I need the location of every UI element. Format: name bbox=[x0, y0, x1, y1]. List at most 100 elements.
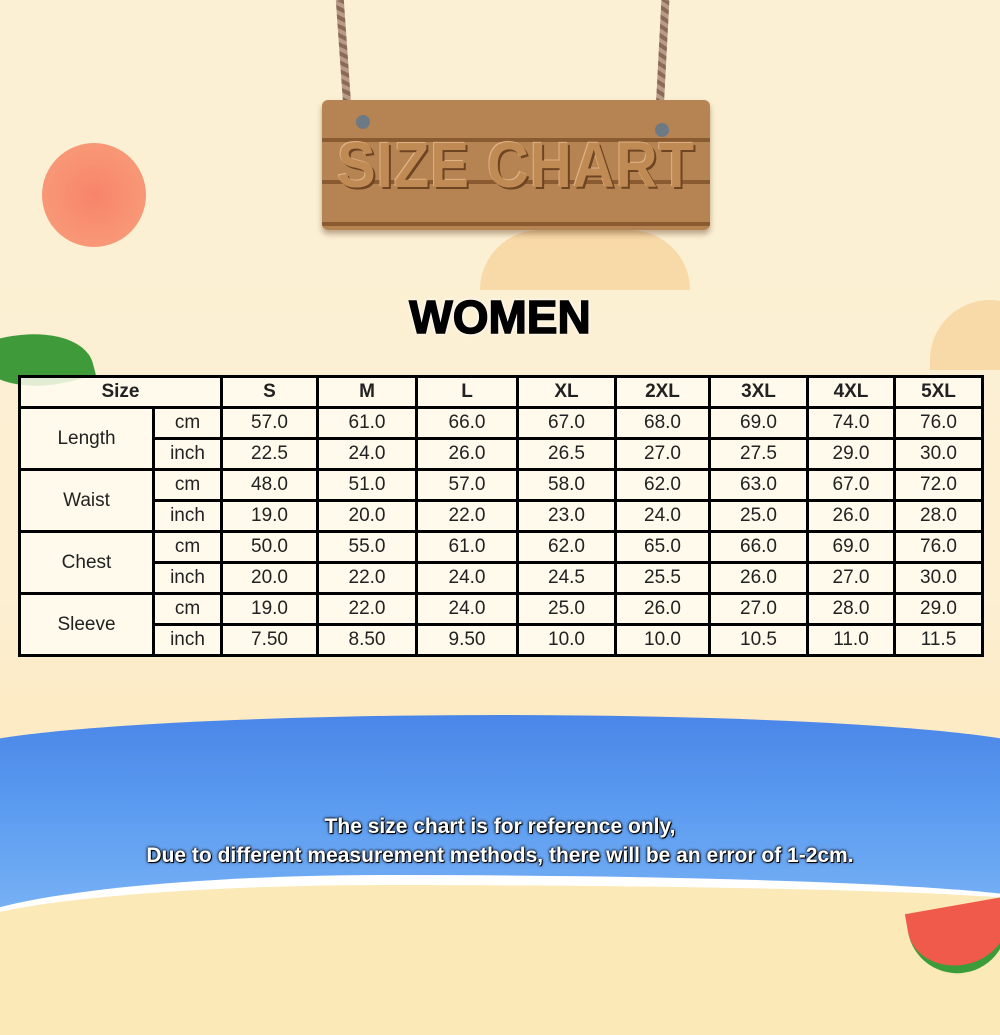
table-cell: 22.0 bbox=[316, 561, 418, 595]
size-table: Size S M L XL 2XL 3XL 4XL 5XL Length cm 57.0 61.0 66.… bbox=[18, 375, 984, 657]
size-column-header: L bbox=[415, 375, 519, 409]
table-cell: 27.0 bbox=[708, 592, 809, 626]
beach-decoration bbox=[0, 875, 1000, 1035]
table-cell: 27.0 bbox=[614, 437, 711, 471]
table-cell: 10.5 bbox=[708, 623, 809, 657]
table-cell: 61.0 bbox=[415, 530, 519, 564]
table-row: inch 19.0 20.0 22.0 23.0 24.0 25.0 26.0 28.0 bbox=[20, 499, 984, 533]
nail-icon bbox=[356, 115, 370, 129]
header-row: Size S M L XL 2XL 3XL 4XL 5XL bbox=[18, 375, 984, 409]
size-chart-sign: SIZE CHART bbox=[322, 100, 710, 230]
disclaimer-note: The size chart is for reference only, Du… bbox=[0, 812, 1000, 870]
size-column-header: 4XL bbox=[806, 375, 896, 409]
table-cell: 28.0 bbox=[893, 499, 984, 533]
size-column-header: S bbox=[220, 375, 319, 409]
unit-label: inch bbox=[152, 437, 223, 471]
size-column-header: 3XL bbox=[708, 375, 809, 409]
table-cell: 26.0 bbox=[708, 561, 809, 595]
nail-icon bbox=[655, 123, 669, 137]
table-cell: 68.0 bbox=[614, 406, 711, 440]
table-row: inch 20.0 22.0 24.0 24.5 25.5 26.0 27.0 30.0 bbox=[20, 561, 984, 595]
table-cell: 72.0 bbox=[893, 468, 984, 502]
table-cell: 51.0 bbox=[316, 468, 418, 502]
table-cell: 61.0 bbox=[316, 406, 418, 440]
table-cell: 11.0 bbox=[806, 623, 896, 657]
table-cell: 11.5 bbox=[893, 623, 984, 657]
table-cell: 29.0 bbox=[806, 437, 896, 471]
table-cell: 48.0 bbox=[220, 468, 319, 502]
measurement-label: Length bbox=[18, 406, 155, 471]
table-row: inch 22.5 24.0 26.0 26.5 27.0 27.5 29.0 30.0 bbox=[20, 437, 984, 471]
table-cell: 57.0 bbox=[220, 406, 319, 440]
table-cell: 67.0 bbox=[516, 406, 617, 440]
table-cell: 57.0 bbox=[415, 468, 519, 502]
table-row: Chest cm 50.0 55.0 61.0 62.0 65.0 66.0 69.0 76.0 bbox=[18, 530, 984, 595]
table-cell: 7.50 bbox=[220, 623, 319, 657]
table-cell: 28.0 bbox=[806, 592, 896, 626]
table-cell: 10.0 bbox=[516, 623, 617, 657]
unit-label: inch bbox=[152, 499, 223, 533]
table-cell: 76.0 bbox=[893, 530, 984, 564]
table-row: Sleeve cm 19.0 22.0 24.0 25.0 26.0 27.0 28.0 29.0 bbox=[18, 592, 984, 657]
table-cell: 26.0 bbox=[415, 437, 519, 471]
table-cell: 26.5 bbox=[516, 437, 617, 471]
table-cell: 63.0 bbox=[708, 468, 809, 502]
size-column-header: 2XL bbox=[614, 375, 711, 409]
table-cell: 19.0 bbox=[220, 499, 319, 533]
table-cell: 8.50 bbox=[316, 623, 418, 657]
table-cell: 74.0 bbox=[806, 406, 896, 440]
table-cell: 62.0 bbox=[516, 530, 617, 564]
size-header: Size bbox=[18, 375, 223, 409]
table-cell: 24.0 bbox=[614, 499, 711, 533]
table-cell: 26.0 bbox=[614, 592, 711, 626]
table-cell: 27.5 bbox=[708, 437, 809, 471]
size-column-header: M bbox=[316, 375, 418, 409]
table-cell: 19.0 bbox=[220, 592, 319, 626]
table-cell: 65.0 bbox=[614, 530, 711, 564]
table-cell: 22.0 bbox=[316, 592, 418, 626]
table-cell: 25.0 bbox=[516, 592, 617, 626]
unit-label: cm bbox=[152, 592, 223, 626]
note-line-2: Due to different measurement methods, th… bbox=[146, 844, 854, 867]
table-cell: 25.5 bbox=[614, 561, 711, 595]
table-cell: 22.5 bbox=[220, 437, 319, 471]
table-cell: 30.0 bbox=[893, 561, 984, 595]
measurement-label: Waist bbox=[18, 468, 155, 533]
table-cell: 66.0 bbox=[708, 530, 809, 564]
page-title: WOMEN bbox=[409, 290, 592, 344]
table-cell: 62.0 bbox=[614, 468, 711, 502]
table-cell: 23.0 bbox=[516, 499, 617, 533]
table-cell: 66.0 bbox=[415, 406, 519, 440]
unit-label: inch bbox=[152, 623, 223, 657]
table-cell: 10.0 bbox=[614, 623, 711, 657]
table-cell: 27.0 bbox=[806, 561, 896, 595]
table-cell: 67.0 bbox=[806, 468, 896, 502]
table-cell: 55.0 bbox=[316, 530, 418, 564]
table-cell: 25.0 bbox=[708, 499, 809, 533]
table-cell: 58.0 bbox=[516, 468, 617, 502]
table-cell: 20.0 bbox=[220, 561, 319, 595]
table-row: Waist cm 48.0 51.0 57.0 58.0 62.0 63.0 67.0 72.0 bbox=[18, 468, 984, 533]
unit-label: cm bbox=[152, 468, 223, 502]
table-cell: 24.0 bbox=[316, 437, 418, 471]
table-cell: 9.50 bbox=[415, 623, 519, 657]
sign-text: SIZE CHART bbox=[337, 129, 695, 201]
size-column-header: 5XL bbox=[893, 375, 984, 409]
table-cell: 29.0 bbox=[893, 592, 984, 626]
table-row: inch 7.50 8.50 9.50 10.0 10.0 10.5 11.0 11.5 bbox=[20, 623, 984, 657]
table-cell: 26.0 bbox=[806, 499, 896, 533]
unit-label: cm bbox=[152, 406, 223, 440]
measurement-label: Chest bbox=[18, 530, 155, 595]
measurement-label: Sleeve bbox=[18, 592, 155, 657]
table-cell: 50.0 bbox=[220, 530, 319, 564]
size-column-header: XL bbox=[516, 375, 617, 409]
table-cell: 76.0 bbox=[893, 406, 984, 440]
table-cell: 24.0 bbox=[415, 561, 519, 595]
cloud-decoration bbox=[480, 230, 690, 290]
table-cell: 69.0 bbox=[806, 530, 896, 564]
table-cell: 24.5 bbox=[516, 561, 617, 595]
table-row: Length cm 57.0 61.0 66.0 67.0 68.0 69.0 74.0 76.0 bbox=[18, 406, 984, 471]
note-line-1: The size chart is for reference only, bbox=[324, 815, 676, 838]
table-cell: 30.0 bbox=[893, 437, 984, 471]
unit-label: inch bbox=[152, 561, 223, 595]
